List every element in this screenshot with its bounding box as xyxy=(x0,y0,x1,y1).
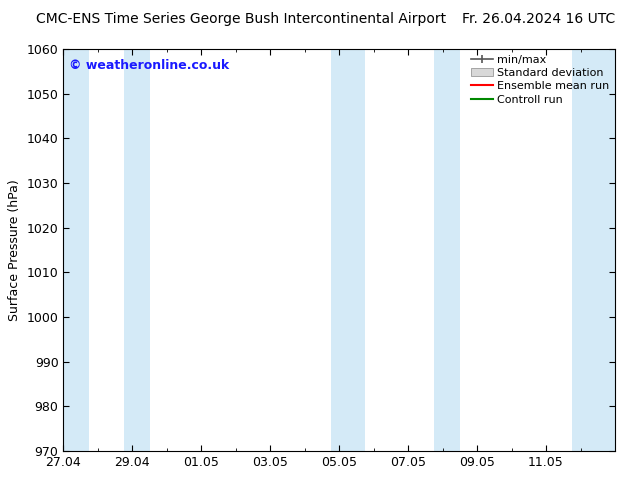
Bar xyxy=(330,49,365,451)
Text: Fr. 26.04.2024 16 UTC: Fr. 26.04.2024 16 UTC xyxy=(462,12,615,26)
Bar xyxy=(572,49,615,451)
Bar xyxy=(63,49,89,451)
Legend: min/max, Standard deviation, Ensemble mean run, Controll run: min/max, Standard deviation, Ensemble me… xyxy=(470,54,609,104)
Text: © weatheronline.co.uk: © weatheronline.co.uk xyxy=(69,59,229,72)
Y-axis label: Surface Pressure (hPa): Surface Pressure (hPa) xyxy=(8,179,21,321)
Bar xyxy=(124,49,150,451)
Bar xyxy=(434,49,460,451)
Text: CMC-ENS Time Series George Bush Intercontinental Airport: CMC-ENS Time Series George Bush Intercon… xyxy=(36,12,446,26)
